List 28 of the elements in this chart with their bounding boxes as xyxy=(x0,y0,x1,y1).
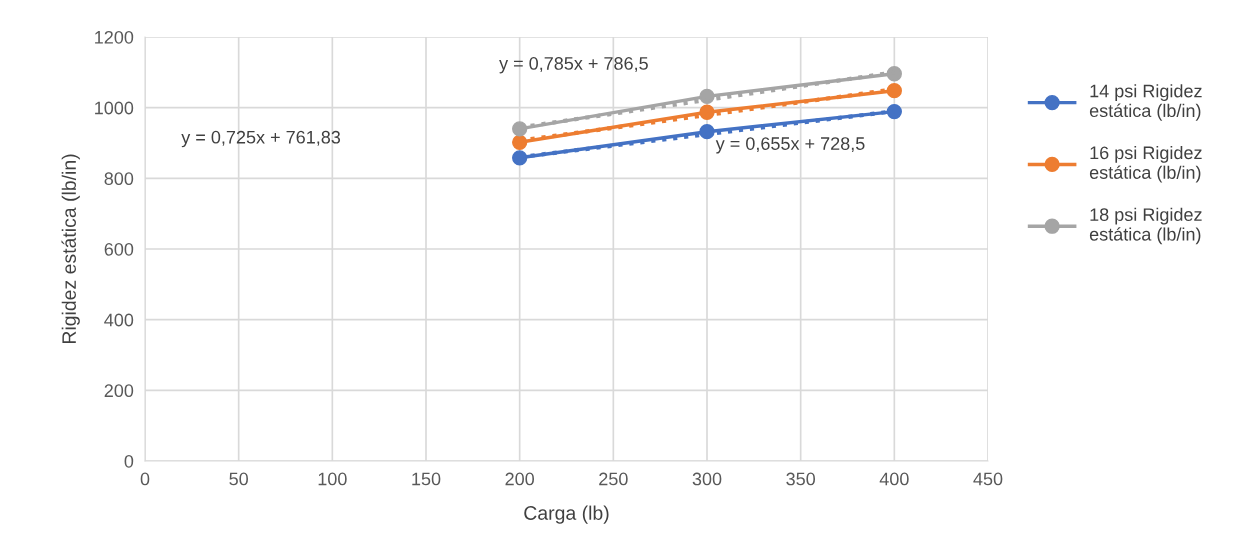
y-tick-label: 200 xyxy=(104,384,134,398)
y-tick-label: 0 xyxy=(124,454,134,468)
legend-label: 18 psi Rigidez estática (lb/in) xyxy=(1089,207,1202,245)
y-axis-title: Rigidez estática (lb/in) xyxy=(61,154,80,344)
x-tick-label: 400 xyxy=(879,472,909,486)
x-tick-label: 100 xyxy=(318,472,347,486)
x-tick-label: 350 xyxy=(786,472,816,486)
x-tick-label: 200 xyxy=(505,472,535,486)
x-tick-label: 0 xyxy=(140,472,150,486)
y-tick-label: 1000 xyxy=(95,101,134,115)
point xyxy=(886,103,902,120)
point xyxy=(886,83,902,99)
x-tick-label: 300 xyxy=(692,472,722,486)
annotation: y = 0,785x + 786,5 xyxy=(499,57,648,74)
x-tick-label: 250 xyxy=(599,472,628,486)
x-axis-title: Carga (lb) xyxy=(524,505,609,524)
point xyxy=(886,66,902,82)
legend-label: 14 psi Rigidez estática (lb/in) xyxy=(1089,84,1202,121)
annotation: y = 0,725x + 761,83 xyxy=(181,130,341,148)
annotation: y = 0,655x + 728,5 xyxy=(715,137,865,154)
x-tick-label: 150 xyxy=(412,472,441,486)
legend-label: 16 psi Rigidez estática (lb/in) xyxy=(1089,145,1202,183)
y-tick-label: 800 xyxy=(104,172,134,186)
x-tick-label: 50 xyxy=(229,472,248,486)
y-tick-label: 600 xyxy=(104,242,134,256)
y-tick-label: 400 xyxy=(104,313,134,327)
y-tick-label: 1200 xyxy=(95,30,134,44)
x-tick-label: 450 xyxy=(973,472,1003,486)
